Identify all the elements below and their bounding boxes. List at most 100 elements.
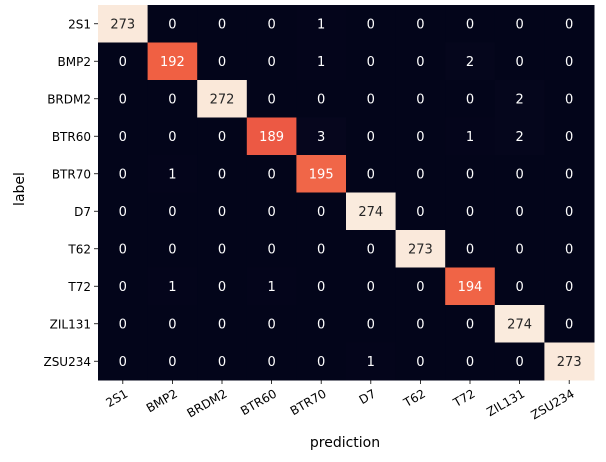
heatmap-cell-8-1 bbox=[147, 305, 198, 343]
heatmap-cell-3-8 bbox=[494, 117, 545, 156]
heatmap-cell-8-6 bbox=[395, 305, 446, 343]
heatmap-cell-3-6 bbox=[395, 117, 446, 156]
cell-value-4-7: 0 bbox=[466, 167, 474, 182]
heatmap-cell-8-0 bbox=[98, 305, 149, 343]
cell-value-3-9: 0 bbox=[565, 130, 573, 145]
cell-value-2-2: 272 bbox=[210, 92, 235, 107]
cell-value-5-4: 0 bbox=[317, 205, 325, 220]
x-tick-label-9: ZSU234 bbox=[529, 386, 577, 422]
heatmap-cell-9-2 bbox=[197, 342, 248, 381]
cell-value-0-7: 0 bbox=[466, 17, 474, 32]
cell-value-6-1: 0 bbox=[168, 242, 176, 257]
heatmap-cell-7-2 bbox=[197, 267, 248, 306]
heatmap-cell-0-3 bbox=[246, 5, 297, 43]
cell-value-3-4: 3 bbox=[317, 130, 325, 145]
cell-value-4-0: 0 bbox=[119, 167, 127, 182]
heatmap-cell-6-8 bbox=[494, 230, 545, 268]
heatmap-cell-1-5 bbox=[346, 42, 397, 81]
cell-value-8-9: 0 bbox=[565, 317, 573, 332]
cell-value-3-6: 0 bbox=[416, 130, 424, 145]
heatmap-cell-0-2 bbox=[197, 5, 248, 43]
cell-value-9-6: 0 bbox=[416, 355, 424, 370]
heatmap-cell-6-9 bbox=[544, 230, 595, 268]
y-tick-label-8: ZIL131 bbox=[50, 317, 91, 331]
heatmap-cell-6-7 bbox=[445, 230, 496, 268]
cell-value-2-3: 0 bbox=[267, 92, 275, 107]
heatmap-cell-8-7 bbox=[445, 305, 496, 343]
heatmap-cell-4-0 bbox=[98, 155, 149, 193]
heatmap-cell-7-8 bbox=[494, 267, 545, 306]
heatmap-cell-9-6 bbox=[395, 342, 446, 381]
cell-value-8-0: 0 bbox=[119, 317, 127, 332]
cell-value-4-2: 0 bbox=[218, 167, 226, 182]
heatmap-cell-2-7 bbox=[445, 80, 496, 118]
heatmap-cell-1-1 bbox=[147, 42, 198, 81]
cell-value-5-7: 0 bbox=[466, 205, 474, 220]
cell-value-2-4: 0 bbox=[317, 92, 325, 107]
cell-value-7-7: 194 bbox=[458, 280, 483, 295]
y-tick-label-7: T72 bbox=[67, 280, 91, 294]
heatmap-cell-2-3 bbox=[246, 80, 297, 118]
heatmap-cell-1-9 bbox=[544, 42, 595, 81]
y-tick-label-4: BTR70 bbox=[52, 167, 91, 181]
cell-value-5-5: 274 bbox=[358, 205, 383, 220]
heatmap-cell-3-7 bbox=[445, 117, 496, 156]
cell-value-1-5: 0 bbox=[367, 55, 375, 70]
heatmap-cell-7-0 bbox=[98, 267, 149, 306]
heatmap-cell-2-6 bbox=[395, 80, 446, 118]
heatmap-cell-9-7 bbox=[445, 342, 496, 381]
cell-value-6-2: 0 bbox=[218, 242, 226, 257]
heatmap-cell-9-8 bbox=[494, 342, 545, 381]
y-axis-label: label bbox=[12, 172, 28, 206]
cell-value-8-6: 0 bbox=[416, 317, 424, 332]
heatmap-cell-3-5 bbox=[346, 117, 397, 156]
x-tick-label-2: BRDM2 bbox=[185, 386, 230, 420]
heatmap-cell-8-9 bbox=[544, 305, 595, 343]
cell-value-5-6: 0 bbox=[416, 205, 424, 220]
cell-value-6-4: 0 bbox=[317, 242, 325, 257]
x-tick-label-5: D7 bbox=[357, 386, 379, 407]
cell-value-7-9: 0 bbox=[565, 280, 573, 295]
heatmap-cell-1-4 bbox=[296, 42, 347, 81]
cell-value-2-1: 0 bbox=[168, 92, 176, 107]
cell-value-2-8: 2 bbox=[515, 92, 523, 107]
heatmap-cell-9-0 bbox=[98, 342, 149, 381]
x-axis-ticks: 2S1 BMP2 BRDM2 BTR60 BTR70 D7 T62 T72 ZIL131 ZSU2… bbox=[103, 380, 577, 422]
cell-value-2-6: 0 bbox=[416, 92, 424, 107]
cell-value-7-3: 1 bbox=[267, 280, 275, 295]
heatmap-cell-3-9 bbox=[544, 117, 595, 156]
cell-value-8-4: 0 bbox=[317, 317, 325, 332]
cell-value-2-5: 0 bbox=[367, 92, 375, 107]
heatmap-cell-4-8 bbox=[494, 155, 545, 193]
cell-value-4-9: 0 bbox=[565, 167, 573, 182]
cell-value-2-7: 0 bbox=[466, 92, 474, 107]
heatmap-cell-7-1 bbox=[147, 267, 198, 306]
cell-value-1-8: 0 bbox=[515, 55, 523, 70]
cell-value-8-1: 0 bbox=[168, 317, 176, 332]
cell-value-8-3: 0 bbox=[267, 317, 275, 332]
heatmap-cell-6-0 bbox=[98, 230, 149, 268]
cell-value-9-5: 1 bbox=[367, 355, 375, 370]
heatmap-cell-5-7 bbox=[445, 192, 496, 231]
heatmap-cells bbox=[98, 5, 595, 381]
cell-value-1-2: 0 bbox=[218, 55, 226, 70]
cell-value-5-0: 0 bbox=[119, 205, 127, 220]
cell-value-3-3: 189 bbox=[259, 130, 284, 145]
heatmap-cell-7-7 bbox=[445, 267, 496, 306]
cell-value-0-8: 0 bbox=[515, 17, 523, 32]
heatmap-cell-6-5 bbox=[346, 230, 397, 268]
cell-value-9-0: 0 bbox=[119, 355, 127, 370]
heatmap-cell-5-3 bbox=[246, 192, 297, 231]
heatmap-cell-2-1 bbox=[147, 80, 198, 118]
cell-value-8-5: 0 bbox=[367, 317, 375, 332]
heatmap-cell-1-3 bbox=[246, 42, 297, 81]
x-tick-label-7: T72 bbox=[450, 386, 477, 410]
heatmap-cell-6-2 bbox=[197, 230, 248, 268]
heatmap-cell-5-1 bbox=[147, 192, 198, 231]
y-tick-label-5: D7 bbox=[74, 205, 91, 219]
heatmap-cell-3-2 bbox=[197, 117, 248, 156]
cell-value-3-5: 0 bbox=[367, 130, 375, 145]
heatmap-cell-0-9 bbox=[544, 5, 595, 43]
cell-value-9-8: 0 bbox=[515, 355, 523, 370]
cell-value-8-7: 0 bbox=[466, 317, 474, 332]
